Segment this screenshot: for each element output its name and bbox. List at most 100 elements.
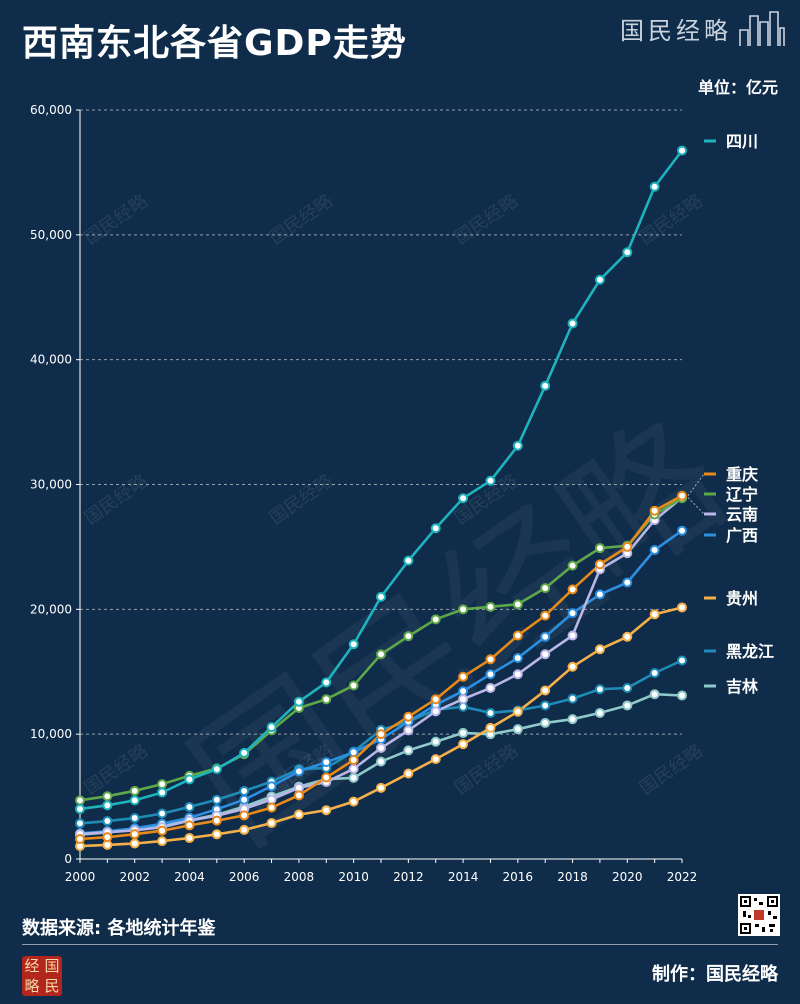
data-point: [348, 639, 359, 650]
data-point: [102, 800, 113, 811]
data-point: [321, 757, 332, 768]
data-point: [540, 649, 551, 660]
unit-label: 单位：亿元: [697, 78, 778, 97]
data-point: [376, 782, 386, 793]
data-point: [594, 684, 605, 695]
x-tick-label: 2016: [503, 870, 534, 884]
legend-label: 贵州: [726, 589, 758, 608]
data-point: [677, 525, 687, 536]
data-point: [594, 274, 605, 285]
data-point: [239, 747, 250, 758]
series-points: [75, 145, 687, 852]
data-point: [266, 794, 277, 805]
data-point: [430, 736, 441, 747]
data-point: [266, 781, 277, 792]
x-tick-label: 2000: [65, 870, 96, 884]
data-point: [540, 700, 551, 711]
data-point: [677, 655, 687, 666]
data-point: [129, 829, 140, 840]
data-point: [211, 764, 222, 775]
data-point: [184, 833, 195, 844]
legend-label: 重庆: [726, 465, 758, 484]
stamp-char: 经: [24, 957, 40, 975]
data-point: [403, 631, 414, 642]
page-title: 西南东北各省GDP走势: [22, 23, 407, 64]
data-point: [540, 380, 551, 391]
data-point: [677, 145, 687, 156]
data-point: [649, 667, 660, 678]
data-point: [677, 490, 687, 501]
data-point: [129, 785, 140, 796]
data-point: [239, 794, 250, 805]
stamp-char: 略: [24, 977, 40, 995]
data-point: [567, 560, 578, 571]
data-point: [430, 614, 441, 625]
data-point: [485, 475, 496, 486]
data-point: [430, 706, 441, 717]
data-point: [567, 661, 578, 672]
data-point: [403, 725, 414, 736]
data-point: [348, 755, 359, 766]
data-point: [512, 706, 523, 717]
data-point: [594, 543, 605, 554]
data-point: [622, 541, 633, 552]
data-point: [184, 820, 195, 831]
data-point: [184, 801, 195, 812]
data-point: [239, 785, 250, 796]
x-tick-label: 2004: [174, 870, 205, 884]
data-point: [157, 808, 168, 819]
data-point: [567, 630, 578, 641]
data-point: [403, 745, 414, 756]
data-point: [512, 653, 523, 664]
data-point: [622, 631, 633, 642]
data-point: [458, 493, 469, 504]
data-point: [622, 682, 633, 693]
data-point: [567, 608, 578, 619]
y-tick-label: 50,000: [30, 228, 72, 242]
y-tick-label: 30,000: [30, 478, 72, 492]
x-tick-label: 2022: [667, 870, 698, 884]
data-source: 数据来源: 各地统计年鉴: [22, 918, 216, 939]
y-tick-label: 20,000: [30, 602, 72, 616]
data-point: [430, 694, 441, 705]
data-point: [376, 729, 386, 740]
data-point: [239, 824, 250, 835]
data-point: [512, 599, 523, 610]
data-point: [485, 601, 496, 612]
data-point: [512, 440, 523, 451]
x-tick-label: 2012: [393, 870, 424, 884]
data-point: [649, 181, 660, 192]
x-tick-label: 2002: [119, 870, 150, 884]
data-point: [102, 832, 113, 843]
data-point: [403, 555, 414, 566]
data-point: [458, 727, 469, 738]
data-point: [129, 813, 140, 824]
data-point: [266, 818, 277, 829]
legend-label: 吉林: [726, 677, 758, 696]
x-tick-label: 2020: [612, 870, 643, 884]
stamp-char: 民: [44, 977, 60, 995]
brand-stamp-icon: 经 国 略 民: [22, 956, 62, 996]
data-point: [512, 630, 523, 641]
data-point: [348, 772, 359, 783]
qr-code-icon[interactable]: [738, 894, 780, 936]
data-point: [540, 631, 551, 642]
data-point: [594, 589, 605, 600]
y-tick-label: 10,000: [30, 727, 72, 741]
data-point: [403, 711, 414, 722]
data-point: [622, 247, 633, 258]
data-point: [485, 682, 496, 693]
data-point: [75, 834, 85, 845]
data-point: [567, 693, 578, 704]
legend-label: 广西: [726, 526, 758, 545]
data-point: [157, 825, 168, 836]
data-point: [622, 577, 633, 588]
skyline-icon: [739, 11, 785, 46]
data-point: [157, 787, 168, 798]
brand-logo: 国民经略: [620, 8, 786, 48]
data-point: [594, 644, 605, 655]
watermark: 国民经略: [636, 741, 707, 799]
legend-label: 黑龙江: [726, 642, 774, 661]
data-point: [512, 724, 523, 735]
